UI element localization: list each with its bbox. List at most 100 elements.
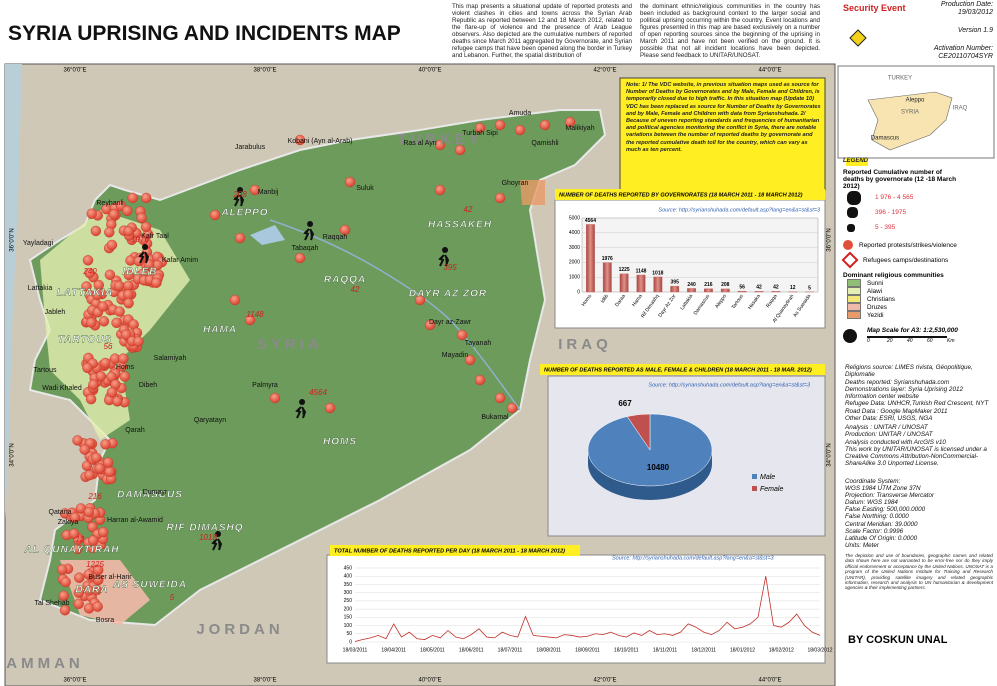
coordinate-line: Coordinate System:	[845, 478, 901, 485]
bar	[737, 290, 747, 293]
security-event: Security Event	[843, 3, 906, 13]
legend-row: Refugees camps/destinations	[841, 251, 993, 269]
protest-dot	[88, 379, 99, 390]
protest-dot	[133, 336, 144, 347]
place-label: AL QUNAYTIRAH	[24, 545, 120, 556]
x-tick-label: 18/09/2011	[575, 647, 600, 653]
yezidi-area	[520, 180, 545, 205]
value: Version 1.9	[957, 27, 993, 34]
protest-dot	[294, 134, 306, 146]
place-label: Ras al Ayn	[403, 140, 436, 147]
legend-row: Sunni	[847, 279, 993, 287]
lon-label: 42°0'0"E	[593, 678, 616, 684]
protest-dot	[249, 184, 261, 196]
pie-slice	[626, 413, 651, 451]
lon-label: 36°0'0"E	[63, 68, 86, 74]
line	[354, 576, 821, 642]
x-tick-label: 18/03/2011	[343, 647, 368, 653]
x-tick-label: 18/02/2012	[769, 647, 794, 653]
place-label: Kafar Amim	[162, 257, 198, 264]
protest-dot	[454, 144, 466, 156]
protest-dot	[294, 252, 306, 264]
bar	[704, 288, 713, 293]
chart-source: Source: http://syrianshuhada.com/default…	[648, 382, 811, 388]
protest-dot	[234, 232, 246, 244]
protest-dot	[474, 122, 486, 134]
coordinate-line: Scale Factor: 0.9996	[845, 527, 904, 535]
place-label: Buser al-Harir	[88, 574, 132, 581]
y-tick-label: 250	[344, 598, 353, 604]
chart-title: TOTAL NUMBER OF DEATHS REPORTED PER DAY …	[334, 548, 565, 554]
bar	[619, 273, 629, 293]
death-count: 216	[87, 492, 102, 501]
protest-dot	[72, 435, 83, 446]
protest-dot	[114, 306, 125, 317]
protest-dot	[104, 269, 116, 280]
y-tick-label: 300	[344, 590, 353, 596]
death-count: 56	[104, 342, 113, 351]
y-tick-label: 100	[344, 623, 353, 629]
death-count: 208	[232, 190, 247, 199]
protest-dot	[106, 239, 118, 251]
protest-dot	[244, 314, 256, 326]
chart-source: Source: http://syrianshuhada.com/default…	[658, 207, 821, 213]
place-label: Tartous	[34, 367, 57, 374]
protest-dot	[494, 192, 506, 204]
protest-dot	[344, 176, 356, 188]
protest-dot	[464, 354, 476, 366]
legend-label: Druzes	[867, 303, 887, 311]
legend-label: Sunni	[867, 279, 884, 287]
y-tick-label: 4000	[569, 230, 580, 236]
place-label: Kafr Taal	[141, 233, 169, 240]
syria	[28, 109, 607, 627]
legend-label: Male	[760, 474, 775, 481]
protest-dot	[123, 280, 134, 291]
death-count: 1976	[131, 235, 149, 244]
sea	[5, 64, 22, 520]
place-label: DAMASCUS	[117, 490, 183, 501]
chart-title-bg	[540, 364, 825, 375]
place-label: Bosra	[96, 617, 114, 624]
legend-icon	[847, 223, 855, 232]
legend-icon	[847, 207, 858, 218]
security-icon	[849, 29, 867, 47]
place-label: Tal Shehab	[34, 600, 69, 607]
place-label: IDLEB	[123, 267, 158, 278]
source-line: Other Data: ESRI, USGS, NGA	[845, 415, 933, 423]
coordinate-line: Projection: Transverse Mercator	[845, 492, 935, 500]
bar	[771, 291, 781, 293]
protest-dot	[108, 209, 120, 220]
place-label: Jableh	[45, 309, 66, 316]
place-label: Harran al-Awamid	[107, 517, 163, 524]
x-tick-label: 18/05/2011	[420, 647, 445, 653]
inset-syria	[867, 91, 953, 151]
protest-dot	[58, 590, 69, 602]
death-count: 240	[82, 267, 97, 276]
place-label: Tabaqah	[292, 245, 319, 252]
x-tick-label: 18/11/2011	[653, 647, 678, 653]
right-panel: LEGEND Reported Cumulative number of deat…	[841, 158, 993, 344]
legend-row: 5 - 395	[847, 220, 993, 235]
legend-swatch	[847, 311, 861, 319]
legend-label: Yezidi	[867, 311, 884, 319]
coordinate-line: Datum: WGS 1984	[845, 499, 898, 507]
lat-label: 34°0'0"N	[827, 443, 833, 466]
x-tick-label: 18/01/2012	[730, 647, 755, 653]
place-label: Qatana	[49, 509, 72, 516]
lon-label: 36°0'0"E	[63, 678, 86, 684]
legend-label: 1 976 - 4 565	[875, 194, 914, 201]
place-label: IRAQ	[558, 336, 612, 353]
source-line: Road Data : Google MapMaker 2011	[845, 407, 948, 415]
death-icon	[438, 247, 450, 267]
place-label: LATTAKIA	[57, 288, 114, 299]
x-tick-label: Idlib	[600, 293, 610, 304]
y-tick-label: 350	[344, 582, 353, 588]
place-label: Mayadin	[442, 352, 469, 359]
protest-dot	[98, 526, 109, 538]
protest-dot	[100, 357, 111, 369]
place-label: TURKEY	[397, 131, 483, 148]
chart-title-bg	[555, 189, 825, 200]
protest-dot	[229, 294, 241, 306]
protest-dot	[119, 371, 130, 382]
